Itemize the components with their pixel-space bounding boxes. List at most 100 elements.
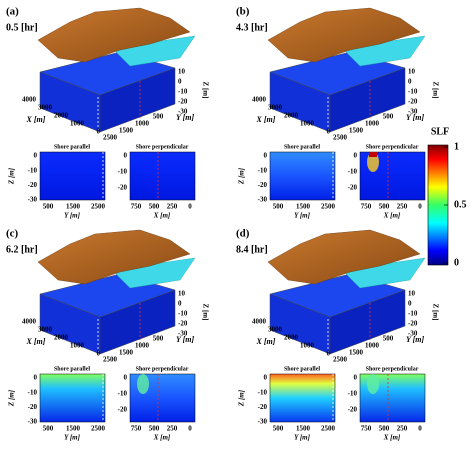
y-tick-label: -10 <box>348 390 358 398</box>
y-tick-label: -10 <box>258 166 268 174</box>
x-tick-label: 250 <box>167 203 178 211</box>
z-tick-label: 0 <box>178 78 182 86</box>
x-axis-title: X [m] <box>153 434 171 442</box>
x-tick-label: 500 <box>43 203 54 211</box>
x-tick-label: 0 <box>327 350 331 358</box>
x-tick-label: 4000 <box>22 318 37 326</box>
time-label: 0.5 [hr] <box>6 22 38 33</box>
y-axis-title: Z [m] <box>238 167 246 185</box>
y-tick-label: -20 <box>118 406 128 414</box>
x-axis-title: X [m] <box>256 337 276 346</box>
x-tick-label: 2500 <box>321 425 336 433</box>
x-tick-label: 500 <box>379 425 390 433</box>
x-tick-label: 500 <box>43 425 54 433</box>
x-tick-label: 250 <box>167 425 178 433</box>
y-tick-label: 2500 <box>103 356 118 364</box>
y-tick-label: 500 <box>153 113 164 121</box>
subplot-title: Shore parallel <box>284 366 320 372</box>
x-tick-label: 0 <box>97 350 101 358</box>
y-tick-label: 1000 <box>365 342 380 350</box>
x-tick-label: 750 <box>131 425 142 433</box>
terrain-surface <box>267 7 421 63</box>
heatmap <box>269 151 336 201</box>
heatmap <box>129 151 196 201</box>
time-label: 8.4 [hr] <box>236 244 268 255</box>
subplot-title: Shore perpendicular <box>366 366 419 372</box>
x-tick-label: 750 <box>131 203 142 211</box>
y-tick-label: -20 <box>258 181 268 189</box>
water-layer <box>341 257 426 289</box>
y-tick-label: 0 <box>34 152 38 160</box>
colorbar-title: SLF <box>431 126 449 137</box>
x-tick-label: 0 <box>97 128 101 136</box>
panel: (a) 0.5 [hr] 10 0 -10 -20 -30 Z [m] 400030002000… <box>6 6 209 220</box>
x-tick-label: 2000 <box>54 112 69 120</box>
panel-label: (c) <box>6 228 19 240</box>
x-tick-label: 2000 <box>284 112 299 120</box>
y-tick-label: 2500 <box>103 134 118 142</box>
x-tick-label: 500 <box>149 203 160 211</box>
z-axis-title: Z [m] <box>201 304 209 321</box>
y-tick-label: -10 <box>118 168 128 176</box>
x-axis-title: Y [m] <box>294 434 311 442</box>
y-tick-label: 1000 <box>135 342 150 350</box>
time-label: 4.3 [hr] <box>236 22 268 33</box>
terrain-surface <box>37 7 191 63</box>
y-tick-label: 500 <box>153 335 164 343</box>
y-tick-label: -20 <box>28 181 38 189</box>
z-tick-label: -30 <box>178 108 188 116</box>
x-tick-label: 0 <box>188 203 192 211</box>
x-tick-label: 500 <box>273 425 284 433</box>
z-tick-label: 0 <box>408 78 412 86</box>
subplot-title: Shore perpendicular <box>136 366 189 372</box>
z-tick-label: 10 <box>408 68 416 76</box>
time-label: 6.2 [hr] <box>6 244 38 255</box>
y-tick-label: -10 <box>118 390 128 398</box>
z-tick-label: 0 <box>178 300 182 308</box>
x-tick-label: 500 <box>149 425 160 433</box>
y-tick-label: -30 <box>28 196 38 204</box>
x-tick-label: 2000 <box>284 334 299 342</box>
panel-label: (a) <box>6 6 19 18</box>
x-tick-label: 250 <box>397 425 408 433</box>
y-axis-title: Y [m] <box>176 113 194 122</box>
y-tick-label: 0 <box>124 152 128 160</box>
y-tick-label: 1500 <box>349 349 364 357</box>
y-axis-title: Y [m] <box>406 113 424 122</box>
y-tick-label: 2500 <box>333 356 348 364</box>
x-axis-title: X [m] <box>256 115 276 124</box>
z-tick-label: 10 <box>178 68 186 76</box>
colorbar-tick-label: 1 <box>454 141 459 152</box>
x-tick-label: 2000 <box>54 334 69 342</box>
y-tick-label: 1500 <box>349 127 364 135</box>
z-tick-label: -20 <box>178 320 188 328</box>
x-axis-title: Y [m] <box>64 212 81 220</box>
terrain-surface <box>37 229 191 285</box>
x-tick-label: 1500 <box>296 203 311 211</box>
x-tick-label: 750 <box>361 203 372 211</box>
y-tick-label: -20 <box>348 406 358 414</box>
y-tick-label: 500 <box>383 335 394 343</box>
x-tick-label: 4000 <box>22 96 37 104</box>
y-tick-label: 0 <box>124 374 128 382</box>
z-axis-title: Z [m] <box>431 82 439 99</box>
x-tick-label: 0 <box>188 425 192 433</box>
heatmap <box>39 151 106 201</box>
y-tick-label: 1000 <box>135 120 150 128</box>
x-tick-label: 4000 <box>252 96 267 104</box>
x-tick-label: 3000 <box>268 326 283 334</box>
subplot-title: Shore parallel <box>284 144 320 150</box>
y-tick-label: 0 <box>264 152 268 160</box>
x-axis-title: Y [m] <box>64 434 81 442</box>
subplot-title: Shore parallel <box>54 144 90 150</box>
y-axis-title: Y [m] <box>406 335 424 344</box>
y-axis-title: Z [m] <box>238 389 246 407</box>
x-tick-label: 0 <box>327 128 331 136</box>
z-tick-label: -10 <box>408 310 418 318</box>
x-tick-label: 500 <box>273 203 284 211</box>
panel: (b) 4.3 [hr] 10 0 -10 -20 -30 Z [m] 400030002000… <box>236 6 439 220</box>
x-axis-title: X [m] <box>383 212 401 220</box>
x-axis-title: X [m] <box>26 337 46 346</box>
water-layer <box>111 35 196 67</box>
